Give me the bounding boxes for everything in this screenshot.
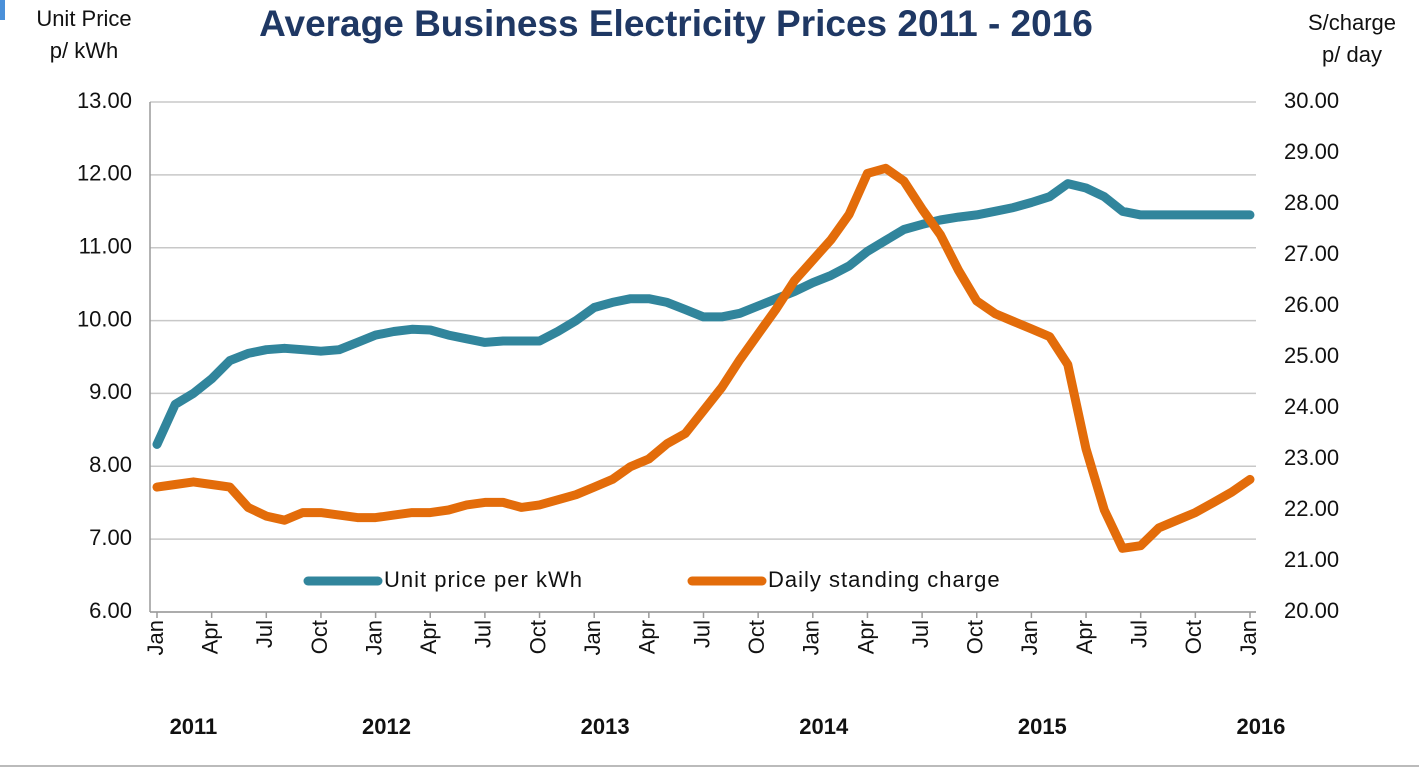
y2-axis-title: S/charge: [1308, 10, 1396, 35]
x-tick-label: Oct: [963, 620, 988, 654]
legend-label: Daily standing charge: [768, 567, 1001, 592]
y-tick-label: 12.00: [77, 161, 132, 186]
y2-tick-label: 30.00: [1284, 88, 1339, 113]
y-tick-label: 13.00: [77, 88, 132, 113]
y-tick-label: 9.00: [89, 379, 132, 404]
year-label: 2011: [170, 714, 218, 739]
x-tick-label: Oct: [307, 620, 332, 654]
x-tick-label: Jul: [252, 620, 277, 648]
x-tick-label: Jan: [799, 620, 824, 655]
y-axis-title: Unit Price: [36, 6, 131, 31]
y-tick-label: 7.00: [89, 525, 132, 550]
y2-tick-label: 27.00: [1284, 241, 1339, 266]
y2-tick-label: 29.00: [1284, 139, 1339, 164]
x-tick-label: Jan: [143, 620, 168, 655]
y2-tick-label: 23.00: [1284, 445, 1339, 470]
x-tick-label: Jan: [580, 620, 605, 655]
year-label: 2016: [1236, 714, 1285, 739]
year-label: 2014: [799, 714, 849, 739]
y-tick-label: 10.00: [77, 306, 132, 331]
x-tick-label: Oct: [1181, 620, 1206, 654]
y2-tick-label: 28.00: [1284, 190, 1339, 215]
corner-mark: [0, 0, 5, 20]
x-tick-label: Jul: [471, 620, 496, 648]
y-tick-label: 8.00: [89, 452, 132, 477]
y2-tick-label: 26.00: [1284, 292, 1339, 317]
y-axis-title: p/ kWh: [50, 38, 118, 63]
x-tick-label: Jul: [908, 620, 933, 648]
year-label: 2013: [581, 714, 630, 739]
y2-tick-label: 25.00: [1284, 343, 1339, 368]
y2-tick-label: 20.00: [1284, 598, 1339, 623]
x-tick-label: Jan: [1236, 620, 1261, 655]
x-tick-label: Oct: [525, 620, 550, 654]
x-tick-label: Apr: [416, 620, 441, 654]
series-line: [152, 179, 1255, 449]
legend-label: Unit price per kWh: [384, 567, 583, 592]
x-tick-label: Jul: [1127, 620, 1152, 648]
x-tick-label: Jan: [361, 620, 386, 655]
x-tick-label: Jul: [689, 620, 714, 648]
x-tick-label: Oct: [744, 620, 769, 654]
year-label: 2015: [1018, 714, 1067, 739]
year-label: 2012: [362, 714, 411, 739]
y-tick-label: 11.00: [79, 234, 132, 259]
series-line: [152, 163, 1255, 553]
x-tick-label: Jan: [1017, 620, 1042, 655]
y2-tick-label: 21.00: [1284, 547, 1339, 572]
x-tick-label: Apr: [1072, 620, 1097, 654]
x-tick-label: Apr: [853, 620, 878, 654]
x-tick-label: Apr: [635, 620, 660, 654]
chart-title: Average Business Electricity Prices 2011…: [259, 3, 1093, 44]
y2-axis-title: p/ day: [1322, 42, 1382, 67]
x-tick-label: Apr: [197, 620, 222, 654]
y2-tick-label: 22.00: [1284, 496, 1339, 521]
y-tick-label: 6.00: [89, 598, 132, 623]
y2-tick-label: 24.00: [1284, 394, 1339, 419]
